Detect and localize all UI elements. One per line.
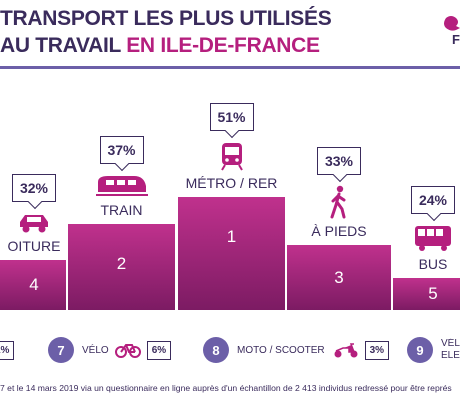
title-line-2-dark: AU TRAVAIL — [0, 34, 121, 57]
bus-icon — [413, 224, 453, 252]
secondary-item-9: 9 VÉLO ELECT — [407, 337, 460, 363]
car-icon — [17, 212, 51, 234]
secondary-item-7: 7 VÉLO 6% — [48, 337, 172, 363]
rank-number: 4 — [29, 275, 39, 294]
mode-label: À PIEDS — [311, 223, 367, 239]
metro-icon — [217, 141, 247, 171]
header-divider — [0, 66, 460, 69]
mode-label: TRAIN — [100, 202, 143, 218]
podium-bar-rank-3 — [287, 245, 391, 310]
value-label: 37% — [99, 136, 144, 164]
scooter-icon — [334, 343, 358, 358]
value-label: 33% — [317, 147, 361, 175]
title-line-1: TRANSPORT LES PLUS UTILISÉS — [0, 7, 332, 30]
mode-label: OITURE — [7, 238, 61, 254]
secondary-value: 1% — [0, 340, 15, 360]
podium-bar-rank-1 — [178, 197, 285, 310]
value-label: 32% — [12, 174, 56, 202]
rank-number: 3 — [334, 267, 344, 287]
bicycle-icon — [114, 344, 141, 358]
value-label: 24% — [411, 186, 455, 214]
secondary-label: MOTO / SCOOTER — [237, 344, 325, 356]
value-label: 51% — [209, 103, 254, 131]
secondary-rank: 7 — [48, 337, 74, 363]
secondary-rank: 8 — [203, 337, 229, 363]
podium-bar-rank-5 — [393, 278, 460, 310]
podium-bar-rank-4 — [0, 260, 66, 310]
train-icon — [95, 174, 148, 198]
secondary-label: VÉLO — [82, 344, 109, 356]
secondary-value: 6% — [146, 340, 172, 360]
rank-number: 5 — [428, 284, 438, 303]
brand-logo-text: F — [452, 32, 460, 47]
walking-person-icon — [329, 185, 349, 219]
mode-label: BUS — [418, 256, 448, 272]
secondary-item-8: 8 MOTO / SCOOTER 3% — [203, 337, 390, 363]
mode-label: MÉTRO / RER — [185, 175, 278, 191]
secondary-rank: 9 — [407, 337, 433, 363]
methodology-footnote: 7 et le 14 mars 2019 via un questionnair… — [0, 383, 452, 393]
brand-logo-icon — [444, 16, 460, 31]
rank-number: 1 — [226, 227, 237, 246]
secondary-item-6: 1% — [0, 337, 15, 363]
rank-number: 2 — [116, 254, 127, 273]
title-line-2: AU TRAVAIL EN ILE-DE-FRANCE — [0, 35, 320, 57]
secondary-label: VÉLO ELECT — [441, 338, 460, 361]
title-line-2-pink: EN ILE-DE-FRANCE — [126, 34, 320, 57]
podium-bar-rank-2 — [68, 224, 175, 310]
secondary-value: 3% — [364, 340, 390, 360]
